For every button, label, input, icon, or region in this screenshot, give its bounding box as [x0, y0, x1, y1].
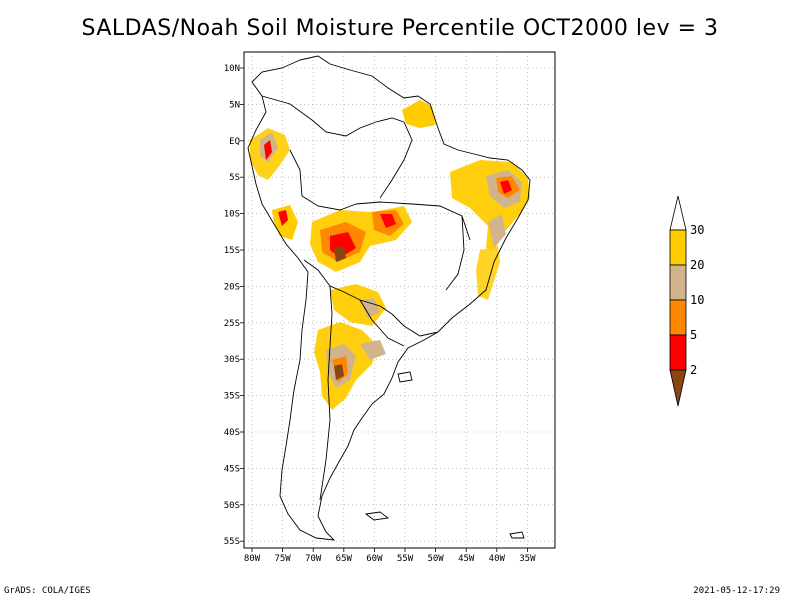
- longitude-tick-label: 55W: [397, 554, 414, 564]
- latitude-tick-label: EQ: [229, 137, 240, 147]
- longitude-tick-labels: 80W 75W 70W 65W 60W 55W 50W 45W 40W 35W: [244, 554, 536, 564]
- colorbar-band-5-10: [669, 299, 687, 336]
- longitude-tick-label: 80W: [244, 554, 261, 564]
- colorbar-band-20-30: [669, 229, 687, 266]
- latitude-tick-label: 40S: [224, 428, 240, 438]
- latitude-tick-label: 5N: [229, 100, 240, 110]
- latitude-tick-label: 35S: [224, 392, 240, 402]
- plot-frame: [243, 51, 556, 549]
- latitude-tick-label: 50S: [224, 501, 240, 511]
- latitude-tick-label: 5S: [229, 173, 240, 183]
- latitude-tick-label: 20S: [224, 282, 240, 292]
- longitude-tick-label: 35W: [519, 554, 536, 564]
- longitude-tick-label: 75W: [274, 554, 291, 564]
- colorbar-label-20: 20: [690, 258, 704, 272]
- footer-credit: GrADS: COLA/IGES: [4, 586, 91, 596]
- longitude-tick-label: 70W: [305, 554, 322, 564]
- colorbar-label-2: 2: [690, 363, 697, 377]
- colorbar-bottom-arrow: [669, 369, 687, 407]
- latitude-tick-label: 55S: [224, 537, 240, 547]
- longitude-tick-label: 45W: [458, 554, 475, 564]
- colorbar-label-5: 5: [690, 328, 697, 342]
- colorbar-label-10: 10: [690, 293, 704, 307]
- latitude-tick-label: 30S: [224, 355, 240, 365]
- footer-timestamp: 2021-05-12-17:29: [693, 586, 780, 596]
- colorbar-label-30: 30: [690, 223, 704, 237]
- latitude-tick-label: 15S: [224, 246, 240, 256]
- colorbar-top-arrow: [669, 195, 687, 231]
- latitude-tick-labels: 10N 5N EQ 5S 10S 15S 20S 25S 30S 35S 40S 45S 50S 55S: [224, 64, 240, 547]
- longitude-tick-label: 65W: [336, 554, 353, 564]
- longitude-tick-label: 40W: [489, 554, 506, 564]
- latitude-tick-label: 10N: [224, 64, 240, 74]
- continent-outline: [247, 55, 531, 541]
- latitude-tick-label: 45S: [224, 464, 240, 474]
- colorbar-band-2-5: [669, 334, 687, 371]
- map-title: SALDAS/Noah Soil Moisture Percentile OCT…: [81, 16, 719, 41]
- colorbar: 30 20 10 5 2: [669, 195, 704, 407]
- latitude-tick-label: 25S: [224, 319, 240, 329]
- longitude-tick-label: 50W: [427, 554, 444, 564]
- longitude-tick-label: 60W: [366, 554, 383, 564]
- latitude-tick-label: 10S: [224, 210, 240, 220]
- colorbar-band-10-20: [669, 264, 687, 301]
